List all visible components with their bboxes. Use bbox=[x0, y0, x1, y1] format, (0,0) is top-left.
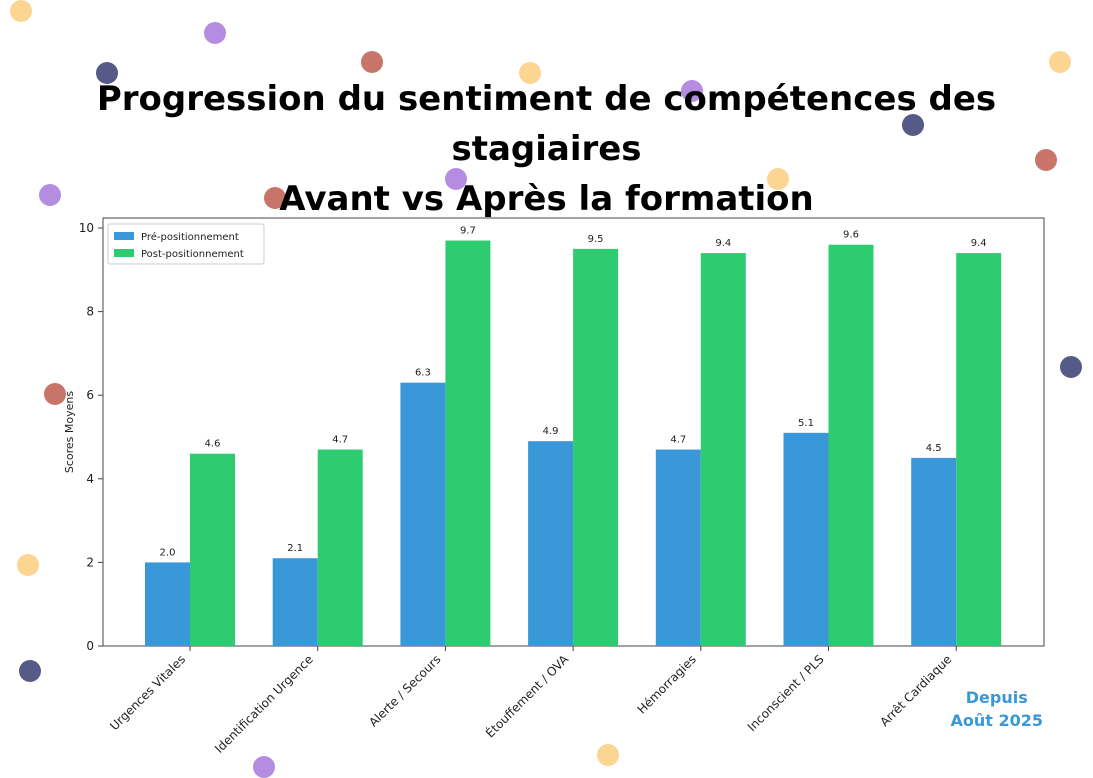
x-tick-label: Alerte / Secours bbox=[366, 652, 443, 729]
legend-entry: Pré-positionnement bbox=[141, 231, 239, 243]
bar-value-label: 9.6 bbox=[843, 230, 859, 241]
title-line-2: Avant vs Après la formation bbox=[279, 179, 814, 219]
confetti-dot bbox=[10, 0, 32, 22]
bar-pre bbox=[145, 562, 190, 646]
bar-value-label: 9.4 bbox=[715, 238, 731, 249]
confetti-dot bbox=[1049, 51, 1071, 73]
confetti-dot bbox=[17, 554, 39, 576]
confetti-dot bbox=[44, 383, 66, 405]
x-tick-label: Urgences Vitales bbox=[107, 652, 188, 733]
y-tick-label: 2 bbox=[86, 555, 94, 569]
x-tick-label: Identification Urgence bbox=[212, 652, 316, 756]
confetti-dot bbox=[204, 22, 226, 44]
since-date-note: Depuis Août 2025 bbox=[950, 686, 1043, 732]
bar-value-label: 2.1 bbox=[287, 543, 303, 554]
bar-value-label: 2.0 bbox=[160, 547, 176, 558]
bar-value-label: 9.7 bbox=[460, 226, 476, 237]
legend-entry: Post-positionnement bbox=[141, 249, 244, 260]
y-tick-label: 8 bbox=[86, 305, 94, 319]
bar-post bbox=[190, 453, 235, 646]
bar-value-label: 5.1 bbox=[798, 418, 814, 429]
confetti-dot bbox=[597, 744, 619, 766]
confetti-dot bbox=[767, 168, 789, 190]
y-tick-label: 0 bbox=[86, 639, 94, 653]
bar-value-label: 4.9 bbox=[543, 426, 559, 437]
confetti-dot bbox=[19, 660, 41, 682]
chart-title: Progression du sentiment de compétences … bbox=[0, 74, 1093, 224]
y-tick-label: 4 bbox=[86, 472, 94, 486]
confetti-dot bbox=[96, 62, 118, 84]
confetti-dot bbox=[1060, 356, 1082, 378]
bar-value-label: 6.3 bbox=[415, 368, 431, 379]
bar-pre bbox=[655, 449, 701, 646]
bar-value-label: 4.7 bbox=[332, 435, 348, 446]
bar-value-label: 9.4 bbox=[971, 238, 987, 249]
confetti-dot bbox=[253, 756, 275, 778]
confetti-dot bbox=[681, 80, 703, 102]
confetti-dot bbox=[39, 184, 61, 206]
bar-post bbox=[317, 449, 363, 646]
bar-post bbox=[445, 240, 491, 647]
bar-pre bbox=[528, 441, 574, 646]
x-tick-label: Étouffement / OVA bbox=[482, 651, 572, 741]
confetti-dot bbox=[519, 62, 541, 84]
confetti-dot bbox=[902, 114, 924, 136]
legend-swatch bbox=[114, 232, 134, 240]
bar-post bbox=[700, 253, 746, 646]
legend-swatch bbox=[114, 249, 134, 257]
x-tick-label: Arrêt Cardiaque bbox=[877, 652, 954, 729]
bar-post bbox=[573, 248, 619, 646]
since-date: Août 2025 bbox=[950, 711, 1043, 730]
bar-value-label: 9.5 bbox=[588, 234, 604, 245]
x-tick-label: Inconscient / PLS bbox=[745, 652, 827, 734]
y-tick-label: 10 bbox=[79, 221, 94, 235]
bar-post bbox=[828, 244, 874, 646]
bar-pre bbox=[400, 382, 446, 646]
confetti-dot bbox=[361, 51, 383, 73]
bar-value-label: 4.7 bbox=[670, 435, 686, 446]
bar-value-label: 4.6 bbox=[205, 439, 221, 450]
bar-pre bbox=[911, 457, 957, 646]
bar-pre bbox=[783, 432, 829, 646]
y-tick-label: 6 bbox=[86, 388, 94, 402]
bar-value-label: 4.5 bbox=[926, 443, 942, 454]
y-axis-label: Scores Moyens bbox=[63, 391, 76, 474]
x-tick-label: Hémorragies bbox=[635, 652, 699, 716]
since-label: Depuis bbox=[965, 688, 1028, 707]
confetti-dot bbox=[445, 168, 467, 190]
legend-box bbox=[107, 223, 265, 265]
title-line-1: Progression du sentiment de compétences … bbox=[96, 79, 997, 169]
bar-post bbox=[956, 253, 1002, 646]
confetti-dot bbox=[1035, 149, 1057, 171]
confetti-dot bbox=[264, 187, 286, 209]
bar-pre bbox=[272, 558, 318, 646]
